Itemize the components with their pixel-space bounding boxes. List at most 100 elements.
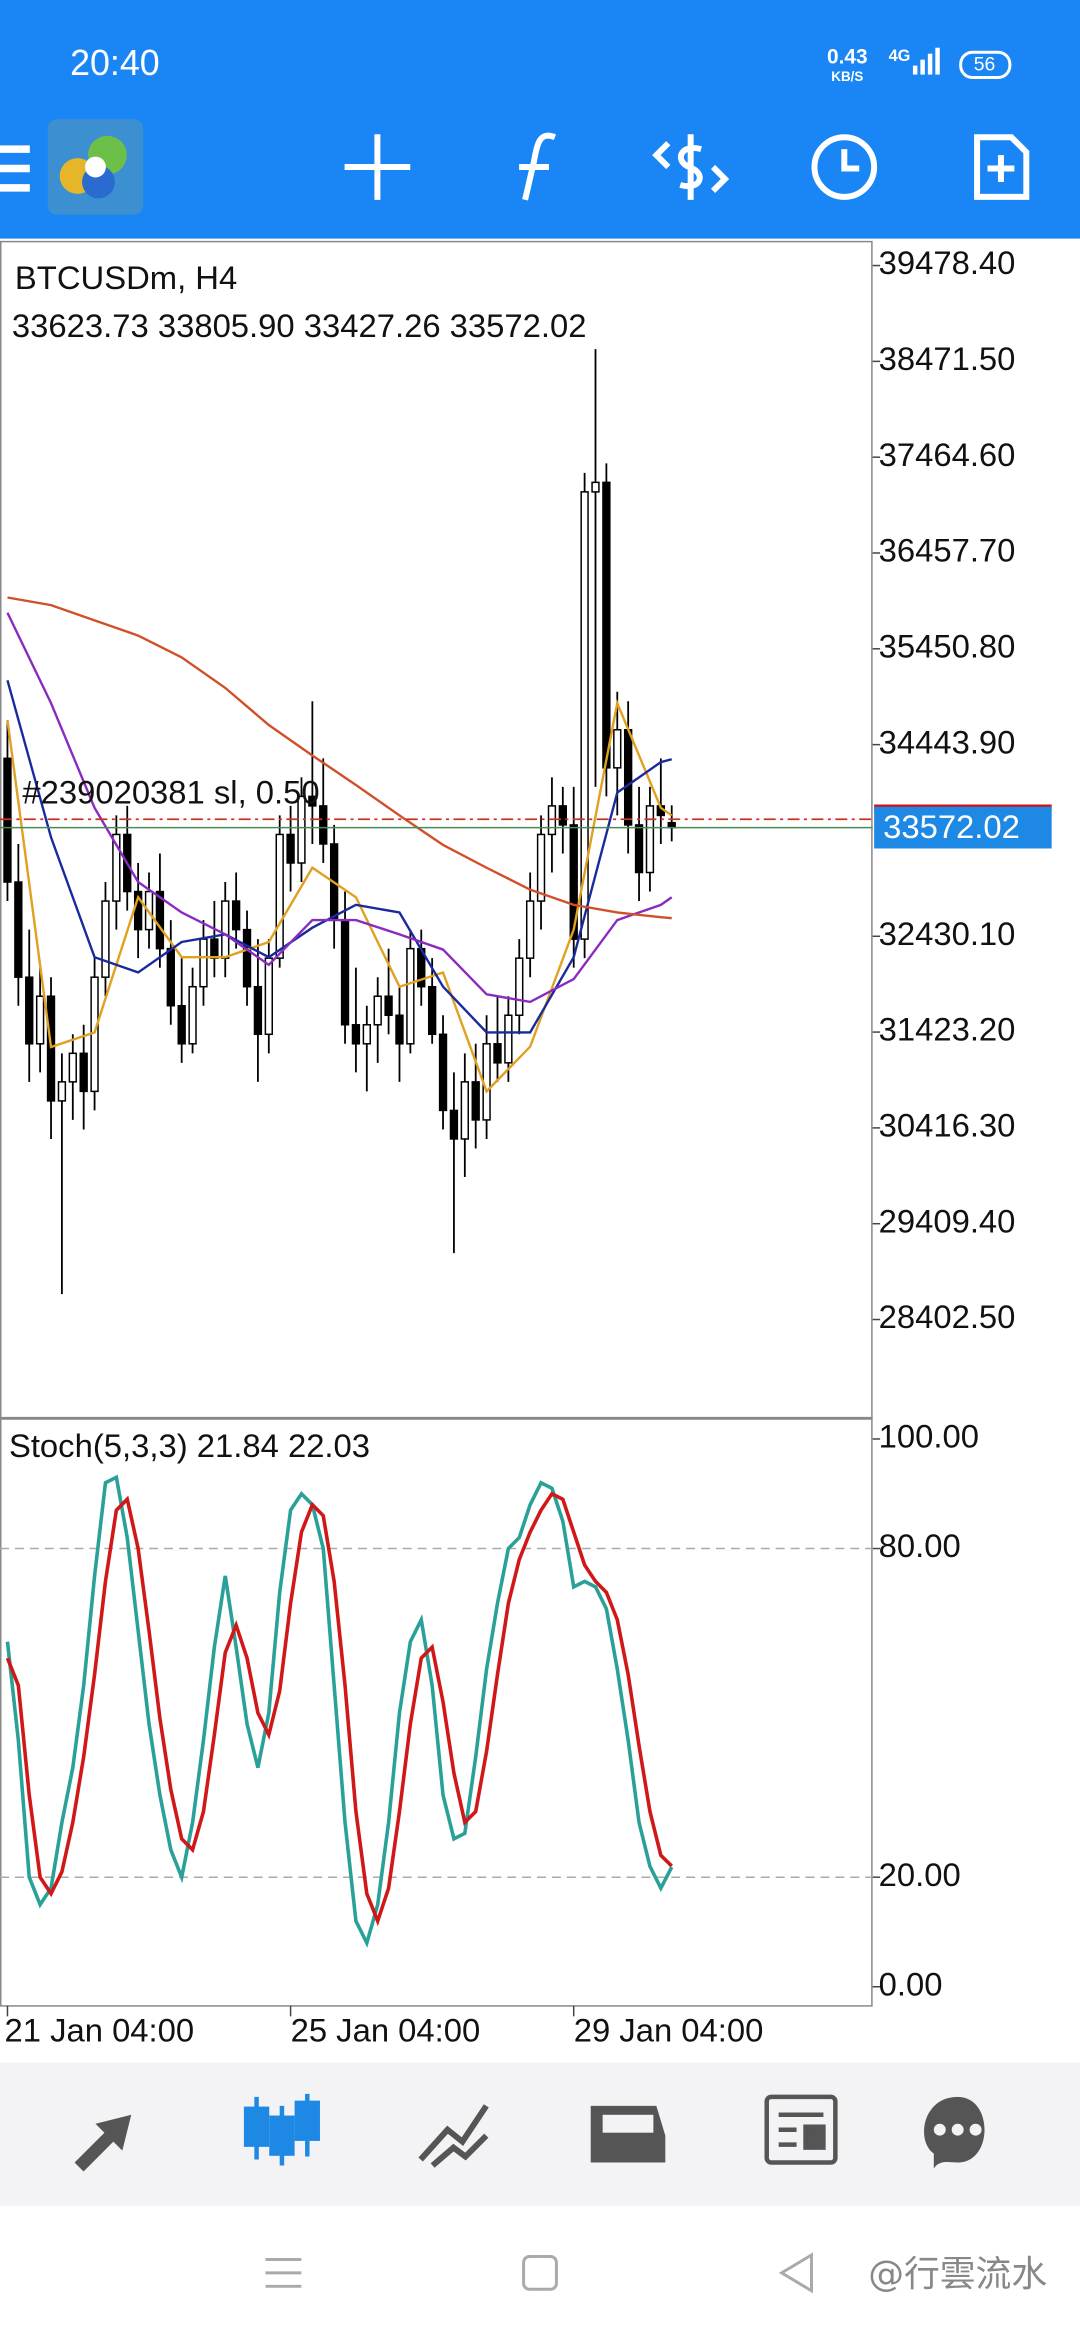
nav-news[interactable] bbox=[764, 2094, 838, 2165]
bottom-nav bbox=[0, 2062, 1080, 2206]
candle-body bbox=[264, 957, 273, 1036]
candle-body bbox=[221, 900, 230, 959]
nav-chat[interactable] bbox=[924, 2096, 985, 2169]
candle-body bbox=[591, 481, 600, 493]
candle-body bbox=[297, 795, 306, 864]
candle-body bbox=[493, 1043, 502, 1064]
y-tick-label: 34443.90 bbox=[879, 723, 1016, 760]
candle-body bbox=[634, 824, 644, 874]
candle-body bbox=[449, 1109, 459, 1140]
candle-body bbox=[101, 900, 110, 978]
candle-body bbox=[112, 833, 121, 902]
y-tick-label: 36457.70 bbox=[879, 532, 1016, 569]
moving-average bbox=[6, 612, 673, 1004]
candle-body bbox=[340, 919, 350, 1026]
nav-trade[interactable] bbox=[418, 2104, 489, 2168]
candle-body bbox=[319, 805, 328, 845]
moving-average bbox=[7, 596, 672, 920]
candle-body bbox=[166, 947, 175, 1007]
watermark: @行雲流水 bbox=[868, 2254, 1047, 2295]
candle-body bbox=[3, 757, 12, 883]
stoch-line bbox=[5, 1491, 673, 1927]
y-tick-label: 80.00 bbox=[879, 1527, 961, 1564]
candle-body bbox=[275, 833, 284, 959]
y-tick-label: 39478.40 bbox=[879, 244, 1016, 281]
candle-body bbox=[177, 1004, 186, 1045]
stoch-name: Stoch(5,3,3) bbox=[9, 1427, 188, 1464]
candle-body bbox=[602, 481, 611, 769]
indicators-button[interactable] bbox=[519, 132, 557, 201]
candle-body bbox=[460, 1081, 469, 1140]
x-tick-label: 29 Jan 04:00 bbox=[574, 2011, 764, 2048]
candle-body bbox=[68, 1052, 77, 1083]
price-tag-label: 33572.02 bbox=[883, 808, 1020, 845]
new-order-button[interactable] bbox=[974, 134, 1030, 200]
sys-back[interactable] bbox=[778, 2252, 813, 2294]
candle-body bbox=[373, 995, 382, 1026]
candle-body bbox=[188, 985, 197, 1045]
net-speed: 0.43 bbox=[827, 46, 868, 69]
candle-body bbox=[395, 1014, 404, 1045]
candle-body bbox=[645, 805, 655, 874]
candle-body bbox=[504, 1014, 513, 1064]
x-tick-label: 25 Jan 04:00 bbox=[291, 2011, 481, 2048]
history-button[interactable] bbox=[811, 134, 878, 200]
candle-body bbox=[14, 881, 23, 978]
y-tick-label: 32430.10 bbox=[879, 915, 1016, 952]
sys-menu[interactable] bbox=[265, 2257, 302, 2288]
candle-body bbox=[362, 1024, 371, 1045]
moving-average bbox=[6, 699, 673, 1094]
nav-chart[interactable] bbox=[243, 2093, 320, 2166]
y-tick-label: 37464.60 bbox=[879, 436, 1016, 473]
y-tick-label: 28402.50 bbox=[879, 1298, 1016, 1335]
trade-button[interactable] bbox=[652, 134, 730, 200]
candle-body bbox=[525, 900, 535, 959]
network-type: 4G bbox=[889, 47, 911, 65]
y-tick-label: 100.00 bbox=[879, 1418, 979, 1455]
candle-body bbox=[515, 957, 524, 1016]
candle-body bbox=[308, 795, 317, 807]
x-tick-label: 21 Jan 04:00 bbox=[4, 2011, 194, 2048]
candle-body bbox=[406, 947, 415, 1045]
candle-body bbox=[25, 976, 34, 1045]
battery-icon bbox=[959, 50, 1012, 80]
app-header bbox=[0, 0, 1080, 239]
crosshair-button[interactable] bbox=[344, 134, 411, 200]
battery-level: 56 bbox=[974, 54, 996, 76]
ohlc-readout: 33623.73 33805.90 33427.26 33572.02 bbox=[12, 307, 587, 344]
candle-body bbox=[46, 995, 56, 1102]
signal-icon bbox=[912, 47, 940, 75]
y-tick-label: 35450.80 bbox=[879, 627, 1016, 664]
candle-body bbox=[155, 890, 165, 950]
sys-home[interactable] bbox=[522, 2254, 558, 2291]
candle-body bbox=[231, 900, 241, 931]
order-label: #239020381 sl, 0.50 bbox=[22, 774, 319, 811]
candle-body bbox=[79, 1052, 88, 1093]
app-logo[interactable] bbox=[47, 119, 144, 215]
candle-body bbox=[580, 491, 589, 940]
candle-body bbox=[569, 824, 578, 940]
candle-body bbox=[427, 985, 437, 1036]
candle-body bbox=[286, 833, 295, 864]
candle-body bbox=[558, 805, 567, 826]
symbol-title: BTCUSDm, H4 bbox=[15, 259, 237, 296]
system-nav bbox=[265, 2252, 813, 2294]
candle-body bbox=[199, 938, 208, 988]
stoch-title: Stoch(5,3,3) 21.84 22.03 bbox=[9, 1427, 370, 1464]
price-tag bbox=[874, 806, 1052, 849]
candle-body bbox=[57, 1081, 67, 1102]
price-panel: 39478.40 38471.50 37464.60 36457.70 35450.80… bbox=[0, 244, 1052, 1335]
candle-body bbox=[351, 1024, 361, 1045]
y-tick-label: 30416.30 bbox=[879, 1107, 1016, 1144]
menu-button[interactable] bbox=[0, 145, 30, 192]
nav-history[interactable] bbox=[590, 2105, 666, 2163]
moving-average bbox=[6, 679, 673, 1034]
nav-quotes[interactable] bbox=[74, 2114, 132, 2172]
y-tick-label: 0.00 bbox=[879, 1965, 943, 2002]
candle-body bbox=[253, 985, 263, 1036]
candle-body bbox=[384, 995, 393, 1016]
candle-body bbox=[536, 833, 546, 902]
candle-body bbox=[438, 1033, 448, 1112]
